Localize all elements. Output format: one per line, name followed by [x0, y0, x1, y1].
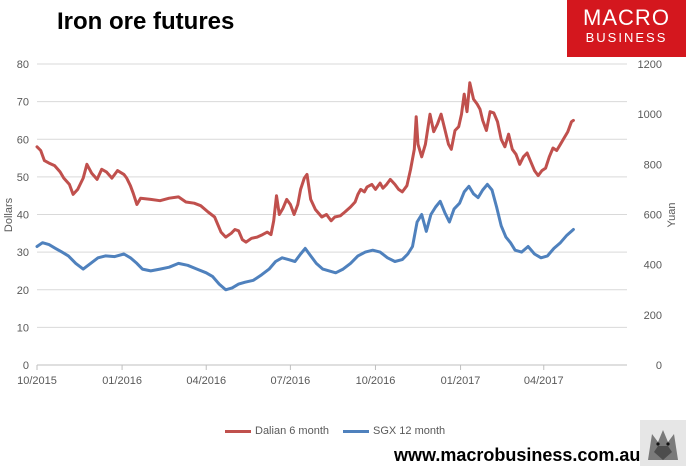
- y-left-tick-label: 70: [17, 97, 29, 109]
- macrobusiness-logo: MACRO BUSINESS: [567, 0, 686, 57]
- y-right-tick-label: 0: [656, 360, 662, 372]
- y-left-tick-label: 50: [17, 172, 29, 184]
- y-left-tick-label: 40: [17, 210, 29, 222]
- y-right-tick-label: 400: [644, 260, 662, 272]
- x-tick-label: 01/2016: [102, 375, 142, 387]
- y-left-tick-label: 10: [17, 322, 29, 334]
- logo-line-2: BUSINESS: [585, 30, 668, 45]
- chart-title: Iron ore futures: [57, 8, 235, 35]
- y-left-tick-label: 20: [17, 285, 29, 297]
- legend-item-dalian: Dalian 6 month: [225, 425, 329, 437]
- wolf-logo-icon: [640, 420, 686, 466]
- x-tick-label: 10/2016: [356, 375, 396, 387]
- y-axis-right-label: Yuan: [666, 202, 678, 227]
- y-right-tick-label: 1000: [638, 109, 662, 121]
- legend-swatch-dalian: [225, 429, 251, 433]
- legend-item-sgx: SGX 12 month: [343, 425, 445, 437]
- y-left-tick-label: 0: [23, 360, 29, 372]
- series-lines: [35, 81, 575, 292]
- website-url: www.macrobusiness.com.au: [394, 445, 641, 465]
- legend-swatch-sgx: [343, 429, 369, 433]
- y-left-tick-label: 30: [17, 247, 29, 259]
- x-tick-label: 01/2017: [441, 375, 481, 387]
- y-right-tick-label: 800: [644, 159, 662, 171]
- y-right-tick-label: 1200: [638, 59, 662, 71]
- y-left-tick-label: 60: [17, 134, 29, 146]
- y-right-tick-label: 600: [644, 210, 662, 222]
- legend-label-sgx: SGX 12 month: [373, 425, 446, 437]
- series-line-sgx: [35, 182, 575, 292]
- y-left-tick-label: 80: [17, 59, 29, 71]
- x-tick-label: 07/2016: [271, 375, 311, 387]
- y-axis-left-label: Dollars: [3, 197, 15, 232]
- y-right-tick-label: 200: [644, 310, 662, 322]
- y-axis-right-ticks: 0 200 400 600 800 1000 1200: [638, 59, 662, 372]
- logo-line-1: MACRO: [583, 5, 670, 30]
- series-line-dalian: [35, 81, 575, 244]
- legend-label-dalian: Dalian 6 month: [255, 425, 329, 437]
- x-tick-label: 10/2015: [17, 375, 57, 387]
- x-axis-ticks: 10/2015 01/2016 04/2016 07/2016 10/2016 01/20…: [17, 365, 564, 387]
- y-axis-left-ticks: 0 10 20 30 40 50 60 70 80: [17, 59, 29, 372]
- x-tick-label: 04/2017: [524, 375, 564, 387]
- x-tick-label: 04/2016: [186, 375, 226, 387]
- legend: Dalian 6 month SGX 12 month: [0, 425, 686, 443]
- gridlines: [37, 63, 627, 366]
